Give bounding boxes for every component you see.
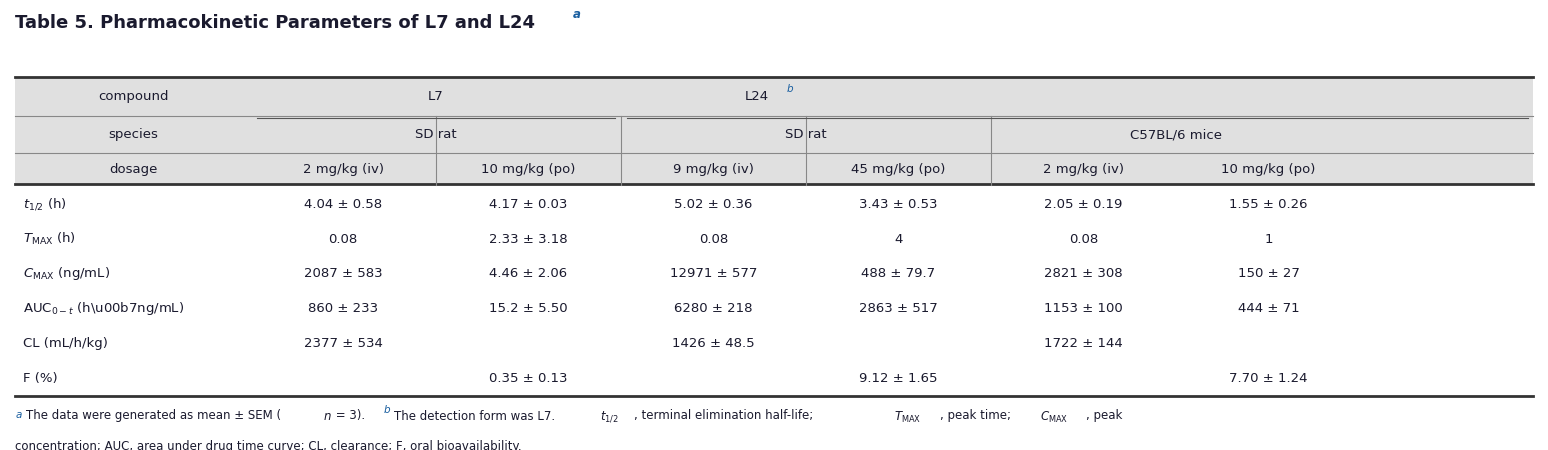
Text: 2087 ± 583: 2087 ± 583 (303, 267, 382, 280)
Bar (15, 117, 1533, 153)
Text: 2863 ± 517: 2863 ± 517 (859, 302, 938, 315)
Text: concentration; AUC, area under drug time curve; CL, clearance; F, oral bioavaila: concentration; AUC, area under drug time… (15, 440, 522, 450)
Text: 860 ± 233: 860 ± 233 (308, 302, 378, 315)
Text: 4.17 ± 0.03: 4.17 ± 0.03 (489, 198, 568, 211)
Text: 1722 ± 144: 1722 ± 144 (1043, 337, 1122, 350)
Text: 5.02 ± 0.36: 5.02 ± 0.36 (673, 198, 752, 211)
Text: compound: compound (98, 90, 169, 103)
Text: Table 5. Pharmacokinetic Parameters of L7 and L24: Table 5. Pharmacokinetic Parameters of L… (15, 14, 536, 32)
Text: L7: L7 (427, 90, 444, 103)
Bar (15, 326, 1533, 361)
Text: 2 mg/kg (iv): 2 mg/kg (iv) (1043, 162, 1124, 176)
Text: $\mathrm{AUC}_{0-t}$ (h\u00b7ng/mL): $\mathrm{AUC}_{0-t}$ (h\u00b7ng/mL) (23, 300, 184, 317)
Text: 10 mg/kg (po): 10 mg/kg (po) (1221, 162, 1316, 176)
Text: = 3).: = 3). (331, 410, 370, 423)
Text: F (%): F (%) (23, 372, 57, 385)
Text: SD rat: SD rat (785, 128, 827, 141)
Text: 45 mg/kg (po): 45 mg/kg (po) (851, 162, 946, 176)
Text: 1153 ± 100: 1153 ± 100 (1043, 302, 1122, 315)
Text: 2.33 ± 3.18: 2.33 ± 3.18 (489, 233, 568, 246)
Bar (15, 76, 1533, 117)
Text: 3.43 ± 0.53: 3.43 ± 0.53 (859, 198, 938, 211)
Text: n: n (324, 410, 331, 423)
Text: dosage: dosage (108, 162, 158, 176)
Text: 488 ± 79.7: 488 ± 79.7 (861, 267, 935, 280)
Text: b: b (384, 405, 390, 415)
Text: species: species (108, 128, 158, 141)
Text: 4.46 ± 2.06: 4.46 ± 2.06 (489, 267, 567, 280)
Text: 0.08: 0.08 (1068, 233, 1098, 246)
Text: 10 mg/kg (po): 10 mg/kg (po) (481, 162, 576, 176)
Text: 0.08: 0.08 (328, 233, 358, 246)
Text: 12971 ± 577: 12971 ± 577 (670, 267, 757, 280)
Text: , peak time;: , peak time; (940, 410, 1017, 423)
Text: $t_{1/2}$: $t_{1/2}$ (601, 410, 619, 424)
Text: $T_{\mathrm{MAX}}$: $T_{\mathrm{MAX}}$ (893, 410, 921, 425)
Text: The data were generated as mean ± SEM (: The data were generated as mean ± SEM ( (26, 410, 282, 423)
Text: L24: L24 (745, 90, 769, 103)
Text: The detection form was L7.: The detection form was L7. (395, 410, 562, 423)
Text: $t_{1/2}$ (h): $t_{1/2}$ (h) (23, 196, 67, 212)
Bar (15, 291, 1533, 326)
Text: 2.05 ± 0.19: 2.05 ± 0.19 (1045, 198, 1122, 211)
Text: 4.04 ± 0.58: 4.04 ± 0.58 (303, 198, 382, 211)
Text: 1426 ± 48.5: 1426 ± 48.5 (672, 337, 754, 350)
Bar (15, 187, 1533, 221)
Text: 7.70 ± 1.24: 7.70 ± 1.24 (1229, 372, 1308, 385)
Text: $T_{\mathrm{MAX}}$ (h): $T_{\mathrm{MAX}}$ (h) (23, 231, 76, 247)
Text: 6280 ± 218: 6280 ± 218 (673, 302, 752, 315)
Bar (15, 256, 1533, 291)
Text: 1: 1 (1265, 233, 1272, 246)
Text: 4: 4 (895, 233, 902, 246)
Text: b: b (786, 84, 793, 94)
Text: 9 mg/kg (iv): 9 mg/kg (iv) (673, 162, 754, 176)
Text: a: a (573, 8, 580, 21)
Bar (15, 153, 1533, 185)
Text: $C_{\mathrm{MAX}}$ (ng/mL): $C_{\mathrm{MAX}}$ (ng/mL) (23, 266, 110, 283)
Text: CL (mL/h/kg): CL (mL/h/kg) (23, 337, 108, 350)
Text: 1.55 ± 0.26: 1.55 ± 0.26 (1229, 198, 1308, 211)
Text: 2377 ± 534: 2377 ± 534 (303, 337, 382, 350)
Text: 150 ± 27: 150 ± 27 (1237, 267, 1299, 280)
Text: SD rat: SD rat (415, 128, 457, 141)
Text: 15.2 ± 5.50: 15.2 ± 5.50 (489, 302, 568, 315)
Text: , peak: , peak (1087, 410, 1122, 423)
Bar (15, 361, 1533, 396)
Text: 9.12 ± 1.65: 9.12 ± 1.65 (859, 372, 938, 385)
Text: 444 ± 71: 444 ± 71 (1238, 302, 1299, 315)
Bar (15, 221, 1533, 256)
Text: , terminal elimination half-life;: , terminal elimination half-life; (635, 410, 819, 423)
Text: 0.08: 0.08 (698, 233, 728, 246)
Text: 2821 ± 308: 2821 ± 308 (1045, 267, 1122, 280)
Text: a: a (15, 410, 22, 419)
Text: C57BL/6 mice: C57BL/6 mice (1130, 128, 1221, 141)
Text: 2 mg/kg (iv): 2 mg/kg (iv) (303, 162, 384, 176)
Text: 0.35 ± 0.13: 0.35 ± 0.13 (489, 372, 568, 385)
Text: $C_{\mathrm{MAX}}$: $C_{\mathrm{MAX}}$ (1040, 410, 1068, 425)
